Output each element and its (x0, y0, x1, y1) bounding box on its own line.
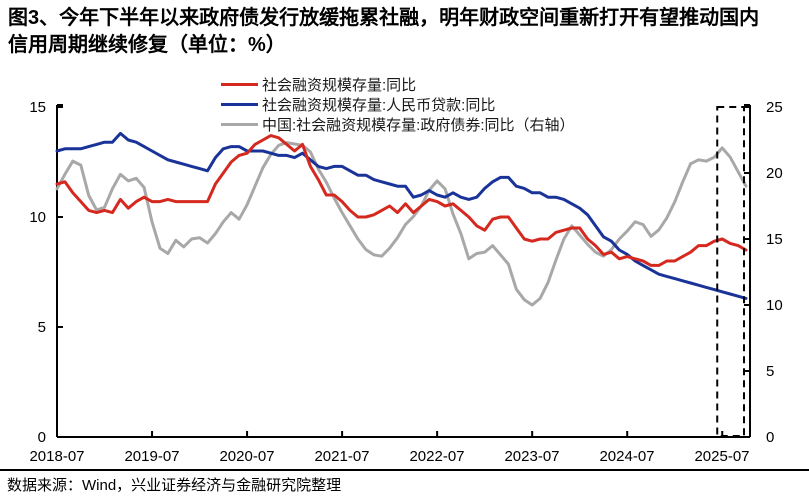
x-axis-tick-2018-07: 2018-07 (29, 448, 84, 465)
x-axis-tick-2022-07: 2022-07 (409, 448, 464, 465)
left-axis-tick-10: 10 (29, 209, 46, 226)
legend-swatch-blue-line (221, 102, 258, 106)
x-axis-tick-2024-07: 2024-07 (599, 448, 654, 465)
line-tsf-yoy (55, 134, 748, 267)
x-axis-tick-2021-07: 2021-07 (314, 448, 369, 465)
figure-title-line2: 信用周期继续修复（单位：%） (8, 34, 286, 56)
figure-title: 图3、今年下半年以来政府债发行放缓拖累社融，明年财政空间重新打开有望推动国内 信… (8, 5, 786, 59)
legend: 社会融资规模存量:同比 社会融资规模存量:人民币贷款:同比 中国:社会融资规模存… (221, 74, 575, 134)
left-axis-tick-15: 15 (29, 99, 46, 116)
x-axis-tick-2019-07: 2019-07 (124, 448, 179, 465)
x-axis-tick-2020-07: 2020-07 (219, 448, 274, 465)
legend-label-loans: 社会融资规模存量:人民币贷款:同比 (262, 96, 496, 114)
right-axis-tick-5: 5 (766, 363, 774, 380)
legend-swatch-gray-line (221, 122, 258, 126)
figure-title-line1: 图3、今年下半年以来政府债发行放缓拖累社融，明年财政空间重新打开有望推动国内 (8, 7, 760, 29)
right-axis-tick-20: 20 (766, 165, 783, 182)
line-rmb-loans-yoy (55, 131, 748, 300)
x-axis-tick-2025-07: 2025-07 (694, 448, 749, 465)
left-axis-tick-5: 5 (38, 319, 46, 336)
line-gov-bonds-yoy (55, 141, 748, 307)
footer-divider (0, 469, 809, 471)
legend-item-tsf: 社会融资规模存量:同比 (221, 74, 575, 94)
data-source: 数据来源：Wind，兴业证券经济与金融研究院整理 (7, 477, 342, 494)
right-axis-tick-15: 15 (766, 231, 783, 248)
right-axis-tick-0: 0 (766, 429, 774, 446)
legend-label-tsf: 社会融资规模存量:同比 (262, 76, 417, 94)
legend-item-loans: 社会融资规模存量:人民币贷款:同比 (221, 94, 575, 114)
right-axis-tick-25: 25 (766, 99, 783, 116)
legend-label-gov-bonds: 中国:社会融资规模存量:政府债券:同比（右轴） (262, 116, 575, 134)
right-axis-tick-10: 10 (766, 297, 783, 314)
highlight-box-2025-h2 (716, 106, 746, 437)
legend-item-gov-bonds: 中国:社会融资规模存量:政府债券:同比（右轴） (221, 114, 575, 134)
x-axis-tick-2023-07: 2023-07 (504, 448, 559, 465)
left-axis-tick-0: 0 (38, 429, 46, 446)
legend-swatch-red-line (221, 82, 258, 86)
